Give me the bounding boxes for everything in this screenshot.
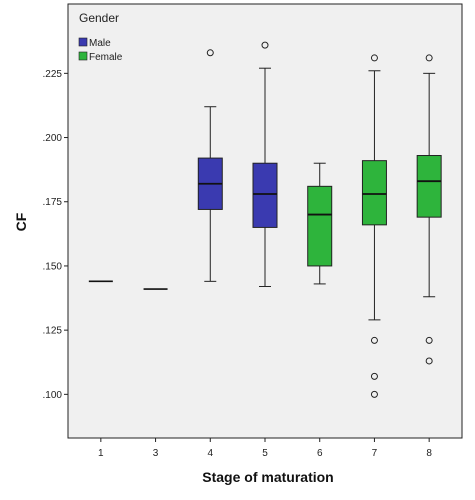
legend-swatch-male: [78, 37, 88, 47]
iqr-box: [252, 162, 278, 228]
x-axis: 1 3 4 5 6 7 8: [98, 438, 432, 459]
box-7: [361, 54, 387, 398]
legend: Gender Male Female: [78, 11, 123, 63]
box-8: [416, 54, 442, 365]
outlier-point: [261, 41, 269, 49]
y-tick-label: .175: [43, 197, 63, 208]
outlier-point: [425, 357, 433, 365]
y-tick-label: .200: [43, 133, 63, 144]
outlier-point: [425, 336, 433, 344]
outlier-point: [370, 390, 378, 398]
y-axis: .100 .125 .150 .175 .200 .225: [43, 69, 68, 401]
x-axis-title: Stage of maturation: [202, 469, 333, 485]
box-series: [88, 41, 442, 398]
x-tick-label: 6: [317, 448, 323, 459]
outlier-point: [370, 54, 378, 62]
iqr-box: [361, 160, 387, 226]
legend-swatch-female: [78, 51, 88, 61]
x-tick-label: 7: [372, 448, 378, 459]
y-tick-label: .100: [43, 390, 63, 401]
iqr-box: [307, 185, 333, 267]
x-tick-label: 1: [98, 448, 104, 459]
y-tick-label: .125: [43, 326, 63, 337]
iqr-box: [416, 155, 442, 218]
box-4: [197, 49, 223, 282]
legend-label-female: Female: [89, 52, 123, 63]
legend-title: Gender: [79, 11, 119, 25]
outlier-point: [206, 49, 214, 57]
outlier-point: [370, 336, 378, 344]
outlier-point: [370, 372, 378, 380]
legend-label-male: Male: [89, 38, 111, 49]
x-tick-label: 4: [207, 448, 213, 459]
box-5: [252, 41, 278, 287]
x-tick-label: 3: [153, 448, 159, 459]
x-tick-label: 8: [426, 448, 432, 459]
outlier-point: [425, 54, 433, 62]
y-tick-label: .150: [43, 261, 63, 272]
y-axis-title: CF: [13, 212, 29, 231]
box-6: [307, 162, 333, 285]
y-tick-label: .225: [43, 69, 63, 80]
x-tick-label: 5: [262, 448, 268, 459]
